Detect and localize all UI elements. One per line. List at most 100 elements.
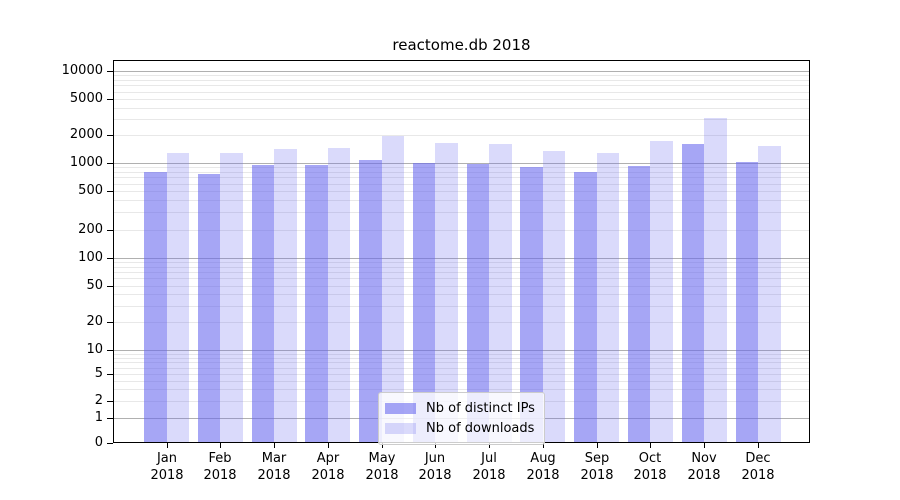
y-tick-label: 50 xyxy=(86,278,103,293)
minor-gridline xyxy=(114,272,809,273)
minor-gridline xyxy=(114,108,809,109)
x-tick-month: Jan xyxy=(156,451,178,466)
x-tick-year: 2018 xyxy=(472,468,506,483)
bar-nb-of-distinct-ips-jan xyxy=(144,172,167,443)
x-tick-month: Jul xyxy=(481,451,497,466)
legend-swatch-downloads xyxy=(385,422,416,434)
legend: Nb of distinct IPs Nb of downloads xyxy=(378,392,545,445)
minor-gridline xyxy=(114,75,809,76)
minor-gridline xyxy=(114,184,809,185)
y-tick-label: 100 xyxy=(78,250,103,265)
bar-nb-of-distinct-ips-feb xyxy=(197,174,221,443)
minor-gridline xyxy=(114,389,809,390)
bar-nb-of-distinct-ips-jul xyxy=(466,164,490,443)
bar-nb-of-distinct-ips-may xyxy=(359,159,382,443)
minor-gridline xyxy=(114,119,809,120)
minor-gridline xyxy=(114,212,809,213)
x-tick-mark xyxy=(543,443,544,448)
x-tick-mark xyxy=(489,443,490,448)
minor-gridline xyxy=(114,381,809,382)
bar-nb-of-distinct-ips-oct xyxy=(627,165,651,443)
x-tick-month: Jun xyxy=(424,451,446,466)
x-tick-mark xyxy=(328,443,329,448)
bar-nb-of-distinct-ips-aug xyxy=(520,167,543,443)
y-tick-label: 1 xyxy=(94,410,103,425)
x-tick-year: 2018 xyxy=(257,468,291,483)
bar-nb-of-downloads-jul xyxy=(489,144,512,443)
major-gridline xyxy=(114,350,809,351)
x-tick-label-jul: Jul 2018 xyxy=(457,450,521,484)
x-tick-year: 2018 xyxy=(150,468,184,483)
y-tick-mark xyxy=(107,163,113,164)
x-tick-label-aug: Aug 2018 xyxy=(511,450,575,484)
bar-nb-of-distinct-ips-nov xyxy=(681,144,705,443)
minor-gridline xyxy=(114,191,809,192)
bar-nb-of-distinct-ips-sep xyxy=(574,172,597,443)
x-tick-label-jun: Jun 2018 xyxy=(403,450,467,484)
bar-nb-of-distinct-ips-dec xyxy=(735,162,758,443)
y-tick-mark xyxy=(107,99,113,100)
x-tick-mark xyxy=(274,443,275,448)
bar-nb-of-downloads-aug xyxy=(542,150,566,443)
bar-nb-of-downloads-sep xyxy=(596,152,620,443)
bar-nb-of-downloads-nov xyxy=(704,118,727,443)
x-tick-month: May xyxy=(368,451,396,466)
bar-nb-of-downloads-oct xyxy=(650,141,673,443)
minor-gridline xyxy=(114,262,809,263)
x-tick-label-apr: Apr 2018 xyxy=(296,450,360,484)
y-tick-label: 500 xyxy=(78,183,103,198)
bar-nb-of-distinct-ips-mar xyxy=(251,165,274,443)
x-tick-year: 2018 xyxy=(365,468,399,483)
y-tick-mark xyxy=(107,191,113,192)
bar-nb-of-downloads-feb xyxy=(220,153,243,443)
bar-nb-of-distinct-ips-apr xyxy=(305,165,328,443)
minor-gridline xyxy=(114,200,809,201)
minor-gridline xyxy=(114,354,809,355)
minor-gridline xyxy=(114,172,809,173)
minor-gridline xyxy=(114,85,809,86)
minor-gridline xyxy=(114,135,809,136)
x-tick-mark xyxy=(597,443,598,448)
y-tick-mark xyxy=(107,71,113,72)
x-tick-mark xyxy=(382,443,383,448)
x-tick-label-sep: Sep 2018 xyxy=(565,450,629,484)
x-tick-month: Mar xyxy=(261,451,287,466)
x-tick-year: 2018 xyxy=(580,468,614,483)
minor-gridline xyxy=(114,267,809,268)
x-tick-year: 2018 xyxy=(311,468,345,483)
y-tick-mark xyxy=(107,401,113,402)
y-tick-mark xyxy=(107,230,113,231)
y-tick-mark xyxy=(107,258,113,259)
minor-gridline xyxy=(114,92,809,93)
x-tick-month: Feb xyxy=(208,451,232,466)
x-tick-mark xyxy=(704,443,705,448)
minor-gridline xyxy=(114,322,809,323)
y-tick-label: 5000 xyxy=(69,91,103,106)
x-tick-year: 2018 xyxy=(418,468,452,483)
bar-nb-of-downloads-jan xyxy=(166,153,189,443)
x-tick-month: Sep xyxy=(584,451,610,466)
minor-gridline xyxy=(114,362,809,363)
minor-gridline xyxy=(114,368,809,369)
bar-nb-of-downloads-jun xyxy=(435,143,458,443)
legend-swatch-distinct-ips xyxy=(385,402,416,414)
bar-nb-of-downloads-dec xyxy=(758,146,781,443)
x-tick-label-may: May 2018 xyxy=(350,450,414,484)
x-tick-label-jan: Jan 2018 xyxy=(135,450,199,484)
x-tick-month: Apr xyxy=(316,451,340,466)
chart-title: reactome.db 2018 xyxy=(392,36,531,54)
x-tick-mark xyxy=(220,443,221,448)
y-tick-mark xyxy=(107,418,113,419)
y-tick-label: 10000 xyxy=(61,63,103,78)
x-tick-year: 2018 xyxy=(741,468,775,483)
x-tick-year: 2018 xyxy=(526,468,560,483)
major-gridline xyxy=(114,163,809,164)
minor-gridline xyxy=(114,294,809,295)
minor-gridline xyxy=(114,278,809,279)
x-tick-label-mar: Mar 2018 xyxy=(242,450,306,484)
y-tick-label: 1000 xyxy=(69,155,103,170)
minor-gridline xyxy=(114,358,809,359)
major-gridline xyxy=(114,258,809,259)
bar-nb-of-downloads-mar xyxy=(274,148,297,443)
